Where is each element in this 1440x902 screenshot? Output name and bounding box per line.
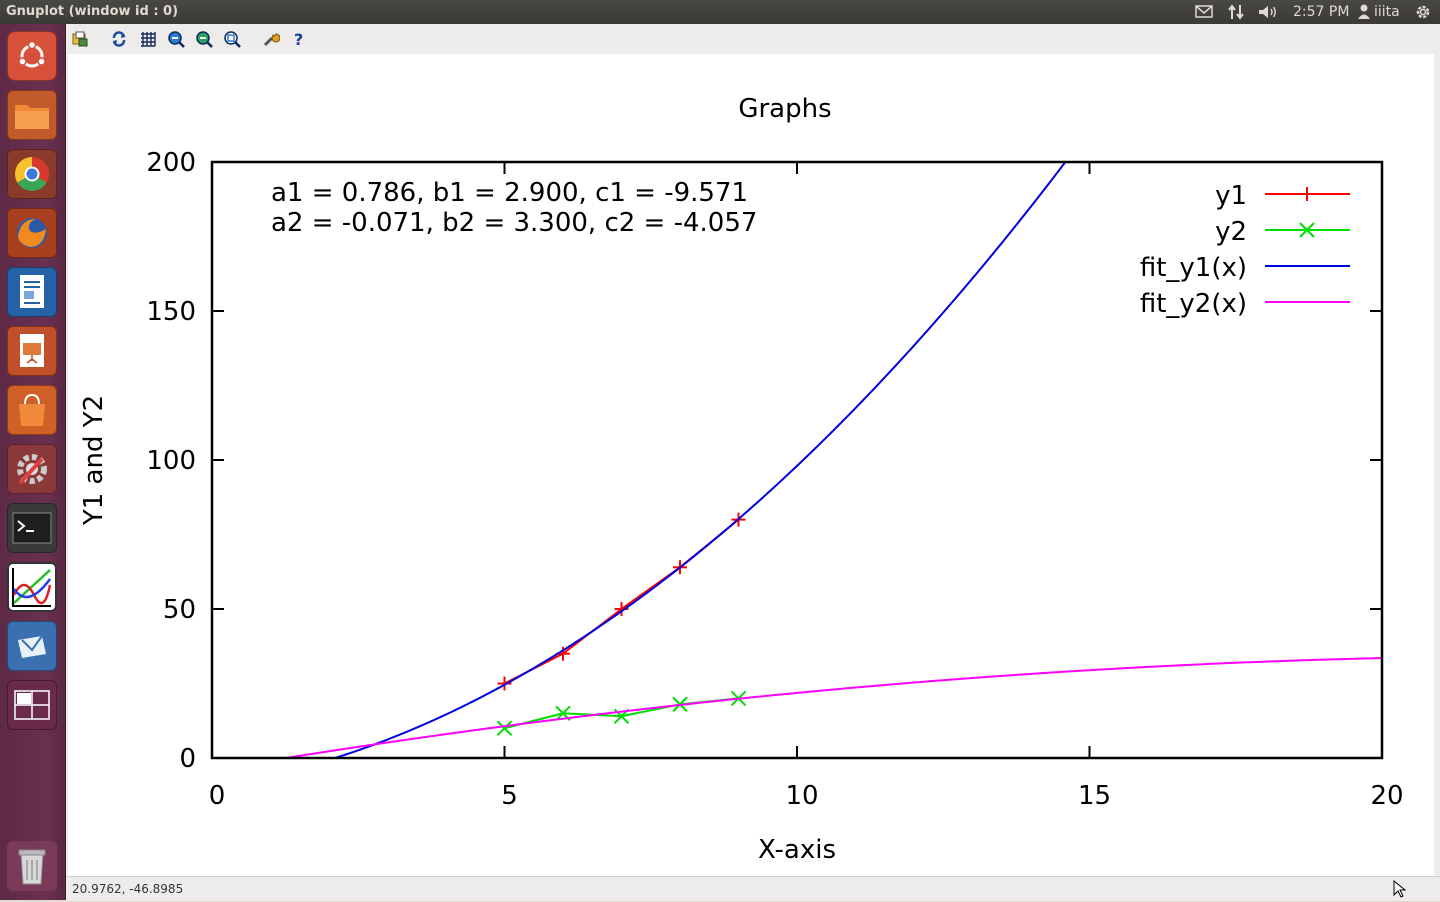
data-point-y2 — [496, 720, 513, 736]
legend-label-fit-y2-x-: fit_y2(x) — [1140, 289, 1247, 319]
plot-area[interactable]: Graphs X-axis Y1 and Y2 0 5 10 15 20 0 50 100 150 20… — [68, 54, 1434, 876]
libreoffice-writer-icon[interactable] — [7, 267, 57, 317]
grid-icon[interactable] — [137, 29, 159, 49]
y-tick-label: 50 — [163, 595, 196, 625]
scrollbar[interactable] — [1434, 54, 1440, 876]
legend-marker-stroke — [1299, 222, 1315, 238]
x-tick-label: 15 — [1078, 781, 1111, 811]
copy-to-clipboard-icon[interactable] — [69, 29, 91, 49]
legend-marker-y1 — [1300, 187, 1314, 201]
chrome-icon[interactable] — [7, 149, 57, 199]
fit-annotation: a2 = -0.071, b2 = 3.300, c2 = -4.057 — [271, 208, 757, 238]
legend-label-fit-y1-x-: fit_y1(x) — [1140, 253, 1247, 283]
data-point-y2-b — [555, 705, 571, 722]
options-icon[interactable] — [260, 29, 282, 49]
software-center-icon[interactable] — [7, 385, 57, 435]
clock[interactable]: 2:57 PM — [1293, 4, 1350, 20]
autoscale-icon[interactable] — [221, 29, 243, 49]
series-line-fit-y2-x- — [279, 657, 1382, 758]
y-tick-label: 200 — [146, 148, 196, 178]
series-line-fit-y1-x- — [331, 162, 1067, 758]
legend-label-y2: y2 — [1215, 217, 1247, 247]
user-icon[interactable] — [1358, 3, 1370, 21]
trash-icon[interactable] — [7, 841, 57, 891]
system-settings-icon[interactable] — [7, 444, 57, 494]
svg-text:?: ? — [294, 30, 303, 48]
replot-icon[interactable] — [108, 29, 130, 49]
legend-label-y1: y1 — [1215, 181, 1247, 211]
top-panel: Gnuplot (window id : 0) 2:57 PM iiita — [0, 0, 1440, 24]
legend-marker-y2 — [1299, 222, 1315, 238]
gear-icon[interactable] — [1414, 3, 1432, 21]
ubuntu-dash-icon[interactable] — [7, 31, 57, 81]
window-title: Gnuplot (window id : 0) — [6, 4, 179, 19]
shutter-icon[interactable] — [7, 621, 57, 671]
legend-marker-stroke — [1300, 187, 1314, 201]
zoom-previous-icon[interactable] — [165, 29, 187, 49]
help-icon[interactable]: ? — [288, 29, 310, 49]
zoom-next-icon[interactable] — [193, 29, 215, 49]
libreoffice-impress-icon[interactable] — [7, 326, 57, 376]
mouse-cursor-icon — [1393, 879, 1407, 898]
network-icon[interactable] — [1226, 3, 1246, 21]
volume-icon[interactable] — [1257, 3, 1279, 21]
y-tick-label: 0 — [179, 744, 196, 774]
workspace-switcher-icon[interactable] — [7, 680, 57, 730]
data-point-y1 — [497, 676, 512, 691]
y-axis-label: Y1 and Y2 — [79, 395, 109, 526]
x-axis-label: X-axis — [758, 835, 836, 865]
fit-annotation: a1 = 0.786, b1 = 2.900, c1 = -9.571 — [271, 178, 748, 208]
gnuplot-window: ? Graphs X-axis Y1 and Y2 0 5 10 15 20 0 50 100 150… — [66, 24, 1440, 901]
x-tick-label: 0 — [209, 781, 226, 811]
plot-border — [210, 160, 1384, 760]
firefox-icon[interactable] — [7, 208, 57, 258]
mail-icon[interactable] — [1194, 3, 1214, 21]
x-tick-label: 5 — [501, 781, 518, 811]
files-icon[interactable] — [7, 90, 57, 140]
mouse-coordinates: 20.9762, -46.8985 — [72, 882, 184, 896]
gnuplot-icon[interactable] — [7, 562, 57, 612]
launcher — [0, 24, 66, 900]
series-line-y1 — [504, 518, 740, 685]
plot-series-group — [279, 162, 1382, 758]
y-tick-label: 100 — [146, 446, 196, 476]
data-point-y2-b — [496, 720, 513, 736]
y-tick-label: 150 — [146, 297, 196, 327]
chart-title: Graphs — [738, 94, 831, 124]
status-bar: 20.9762, -46.8985 — [66, 876, 1440, 901]
toolbar: ? — [66, 24, 1440, 54]
terminal-icon[interactable] — [7, 503, 57, 553]
user-name[interactable]: iiita — [1374, 4, 1400, 20]
x-tick-label: 20 — [1370, 781, 1403, 811]
x-tick-label: 10 — [785, 781, 818, 811]
legend-marker-stroke-b — [1299, 222, 1315, 238]
